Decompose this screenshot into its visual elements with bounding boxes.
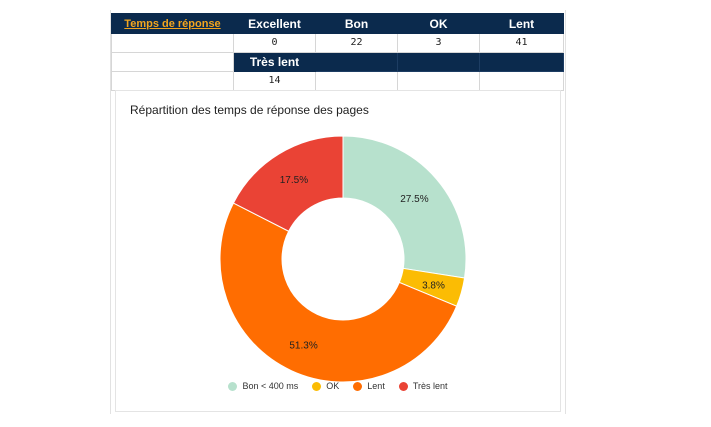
empty-cell[interactable] bbox=[111, 52, 234, 72]
response-time-link[interactable]: Temps de réponse bbox=[124, 18, 221, 30]
slice-data-label-3: 17.5% bbox=[280, 175, 308, 186]
empty-cell[interactable] bbox=[111, 71, 234, 91]
table-row: 0 22 3 41 bbox=[111, 33, 564, 53]
legend-label: Bon < 400 ms bbox=[242, 381, 299, 391]
table-header-row: Très lent bbox=[111, 52, 564, 72]
empty-cell[interactable] bbox=[397, 71, 480, 91]
header-lent[interactable]: Lent bbox=[479, 13, 564, 34]
response-time-link-cell[interactable]: Temps de réponse bbox=[111, 13, 234, 34]
header-ok[interactable]: OK bbox=[397, 13, 480, 34]
value-lent[interactable]: 41 bbox=[479, 33, 564, 53]
donut-slice-2[interactable] bbox=[219, 202, 458, 383]
chart-legend: Bon < 400 ms OK Lent Très lent bbox=[116, 381, 560, 391]
slice-data-label-1: 3.8% bbox=[422, 280, 445, 291]
value-tres-lent[interactable]: 14 bbox=[233, 71, 316, 91]
empty-header-cell[interactable] bbox=[397, 52, 480, 72]
donut-slice-3[interactable] bbox=[232, 135, 344, 232]
response-time-table: Temps de réponse Excellent Bon OK Lent 0… bbox=[111, 13, 564, 91]
header-bon[interactable]: Bon bbox=[315, 13, 398, 34]
spreadsheet-area: Temps de réponse Excellent Bon OK Lent 0… bbox=[110, 10, 566, 414]
chart-title: Répartition des temps de réponse des pag… bbox=[130, 103, 369, 117]
value-ok[interactable]: 3 bbox=[397, 33, 480, 53]
slice-data-label-2: 51.3% bbox=[289, 340, 317, 351]
header-excellent[interactable]: Excellent bbox=[233, 13, 316, 34]
legend-label: Lent bbox=[367, 381, 385, 391]
empty-cell[interactable] bbox=[111, 33, 234, 53]
legend-swatch bbox=[228, 381, 238, 391]
legend-item-2[interactable]: Lent bbox=[353, 381, 385, 391]
legend-item-0[interactable]: Bon < 400 ms bbox=[228, 381, 298, 391]
legend-item-3[interactable]: Très lent bbox=[398, 381, 448, 391]
donut-slice-0[interactable] bbox=[342, 135, 467, 279]
legend-swatch bbox=[353, 381, 363, 391]
table-header-row: Temps de réponse Excellent Bon OK Lent bbox=[111, 13, 564, 34]
legend-label: Très lent bbox=[412, 381, 448, 391]
value-excellent[interactable]: 0 bbox=[233, 33, 316, 53]
value-bon[interactable]: 22 bbox=[315, 33, 398, 53]
table-row: 14 bbox=[111, 71, 564, 91]
legend-label: OK bbox=[326, 381, 340, 391]
empty-cell[interactable] bbox=[479, 71, 564, 91]
empty-cell[interactable] bbox=[315, 71, 398, 91]
header-tres-lent[interactable]: Très lent bbox=[233, 52, 316, 72]
empty-header-cell[interactable] bbox=[315, 52, 398, 72]
empty-header-cell[interactable] bbox=[479, 52, 564, 72]
slice-data-label-0: 27.5% bbox=[400, 194, 428, 205]
legend-swatch bbox=[398, 381, 408, 391]
donut-chart: 27.5% 3.8% 51.3% 17.5% bbox=[219, 135, 467, 383]
legend-swatch bbox=[312, 381, 322, 391]
legend-item-1[interactable]: OK bbox=[312, 381, 339, 391]
donut-chart-card[interactable]: Répartition des temps de réponse des pag… bbox=[115, 90, 561, 412]
